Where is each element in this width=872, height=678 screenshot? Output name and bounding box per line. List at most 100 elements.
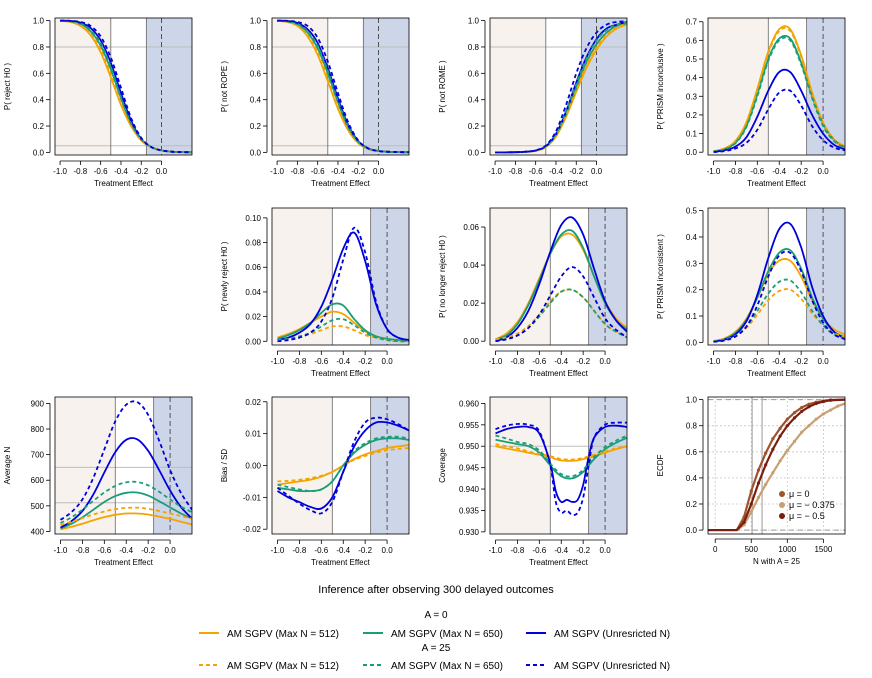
- series-line: [277, 19, 409, 154]
- plot-frame: [271, 396, 410, 535]
- ecdf-legend-marker: [779, 491, 785, 497]
- region-rope: [363, 18, 409, 155]
- series-group: [277, 226, 409, 343]
- y-tick-label: 900: [31, 399, 45, 408]
- ecdf-legend-marker: [779, 513, 785, 519]
- x-tick-label: -0.4: [549, 167, 563, 176]
- y-axis: 0.0 0.2 0.4 0.6 0.8 1.0 P( not ROME ): [438, 17, 486, 157]
- y-tick-label: 0.0: [686, 148, 698, 157]
- x-tick-label: 0.0: [818, 357, 830, 366]
- y-axis-label: ECDF: [656, 455, 665, 477]
- y-tick-label: 0.5: [686, 207, 698, 216]
- series-line: [495, 436, 627, 480]
- plot-frame: [54, 396, 193, 535]
- series-point: [749, 502, 753, 506]
- y-axis: 0.0 0.1 0.2 0.3 0.4 0.5 0.6 0.7 P( PRISM inconcl…: [656, 18, 704, 157]
- x-axis-label: Treatment Effect: [529, 369, 588, 378]
- series-point: [785, 424, 789, 428]
- series-line: [277, 226, 409, 343]
- x-tick-label: -0.6: [311, 167, 325, 176]
- region-rope: [806, 208, 845, 345]
- region-rope: [146, 18, 192, 155]
- y-axis-label: Coverage: [438, 448, 447, 483]
- series-group: [276, 416, 409, 515]
- x-tick-label: -1.0: [489, 357, 503, 366]
- x-tick-label: -1.0: [488, 167, 502, 176]
- region-rome: [272, 397, 333, 534]
- y-axis: -0.02 -0.01 0.00 0.01 0.02 Bias / SD: [220, 398, 268, 534]
- series-point: [792, 439, 797, 443]
- legend-label-a0-650: AM SGPV (Max N = 650): [391, 629, 503, 640]
- series-line: [495, 216, 627, 343]
- y-tick-label: 0.4: [468, 96, 480, 105]
- y-tick-label: 1.0: [250, 17, 262, 26]
- y-tick-label: 600: [31, 476, 45, 485]
- plot-frame: [707, 207, 846, 346]
- y-tick-label: 400: [31, 527, 45, 536]
- y-axis-label: Average N: [3, 446, 12, 484]
- series-point: [807, 424, 811, 428]
- y-axis: 0.0 0.2 0.4 0.6 0.8 1.0 P( not ROPE ): [220, 17, 268, 157]
- y-axis-label: P( no longer reject H0 ): [438, 235, 447, 318]
- series-line: [713, 250, 845, 343]
- x-tick-label: -0.8: [511, 546, 525, 555]
- x-tick-label: -0.4: [336, 546, 350, 555]
- x-tick-label: -1.0: [271, 357, 285, 366]
- x-tick-label: -0.4: [119, 546, 133, 555]
- y-tick-label: 0.04: [245, 288, 261, 297]
- x-tick-label: -0.4: [336, 357, 350, 366]
- ecdf-legend-label: μ = − 0.5: [789, 511, 825, 521]
- y-tick-label: 0.2: [686, 286, 698, 295]
- y-tick-label: 0.1: [686, 312, 698, 321]
- y-axis: 0.0 0.2 0.4 0.6 0.8 1.0 ECDF: [656, 396, 704, 535]
- y-tick-label: 0.8: [468, 43, 480, 52]
- y-tick-label: -0.02: [243, 525, 262, 534]
- legend-row-a25: AM SGPV (Max N = 512) AM SGPV (Max N = 6…: [199, 661, 670, 672]
- panel-p_prism_inconsistent: -1.0 -0.8 -0.6 -0.4 -0.2 0.0 Treatment Effect 0…: [656, 207, 846, 378]
- region-rome: [708, 208, 769, 345]
- x-tick-label: 0.0: [382, 546, 394, 555]
- y-tick-label: -0.01: [243, 493, 262, 502]
- y-tick-label: 0.3: [686, 92, 698, 101]
- y-tick-label: 0.4: [686, 474, 698, 483]
- x-axis-label: Treatment Effect: [747, 369, 806, 378]
- series-line: [277, 231, 409, 341]
- y-tick-label: 0.3: [686, 259, 698, 268]
- series-group: [713, 25, 845, 153]
- series-line: [713, 68, 845, 153]
- series-point: [771, 447, 775, 451]
- region-rope: [370, 208, 409, 345]
- x-tick-label: 0.0: [600, 546, 612, 555]
- y-axis: 400 500 600 700 800 900 Average N: [3, 399, 51, 536]
- y-tick-label: 0.2: [250, 122, 262, 131]
- series-point: [749, 489, 753, 493]
- series-group: [495, 216, 627, 343]
- series-point: [814, 417, 818, 421]
- y-tick-label: 0.2: [686, 500, 698, 509]
- region-rome: [272, 18, 328, 155]
- x-axis-label: N with A = 25: [753, 557, 800, 566]
- x-axis-label: Treatment Effect: [747, 179, 806, 188]
- region-rome: [55, 18, 111, 155]
- y-tick-label: 0.10: [245, 214, 261, 223]
- y-tick-label: 1.0: [468, 17, 480, 26]
- series-point: [785, 448, 789, 453]
- series-line: [276, 20, 409, 154]
- y-tick-label: 0.00: [463, 337, 479, 346]
- x-tick-label: -0.6: [94, 167, 108, 176]
- x-tick-label: 0: [713, 545, 718, 554]
- series-line: [59, 400, 192, 521]
- x-tick-label: -1.0: [489, 546, 503, 555]
- series-line: [713, 27, 845, 153]
- x-tick-label: 0.0: [818, 167, 830, 176]
- plot-frame: [489, 17, 628, 156]
- x-tick-label: -0.8: [293, 357, 307, 366]
- panel-average_n: -1.0 -0.8 -0.6 -0.4 -0.2 0.0 Treatment Effect 4…: [3, 396, 193, 567]
- ecdf-legend-label: μ = − 0.375: [789, 500, 835, 510]
- panel-ecdf_n: 0 500 1000 1500 N with A = 25 0.0 0.2 0.4 0.6 0.8…: [656, 396, 846, 566]
- series-point: [807, 402, 811, 406]
- series-line: [495, 434, 627, 478]
